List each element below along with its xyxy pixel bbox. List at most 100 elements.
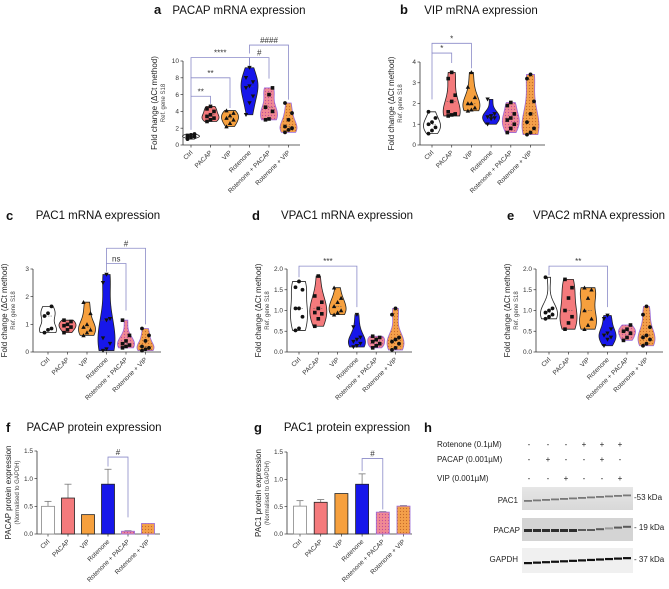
- x-tick-label: Rotenone + VIP: [254, 149, 292, 187]
- data-point: [446, 110, 450, 114]
- data-point: [231, 117, 236, 122]
- data-point: [297, 279, 301, 284]
- data-point: [124, 339, 128, 343]
- y-tick-label: 3: [25, 266, 29, 273]
- data-point: [566, 321, 571, 325]
- data-point: [147, 345, 151, 350]
- data-point: [390, 339, 394, 344]
- y-axis-sublabel: Ref. gene S18: [265, 291, 271, 330]
- data-point: [390, 348, 394, 352]
- blot-bands: [524, 494, 631, 565]
- data-point: [532, 99, 536, 104]
- data-point: [212, 109, 216, 114]
- x-tick-label: Rotenone + VIP: [612, 356, 650, 394]
- data-point: [42, 314, 47, 318]
- y-axis-sublabel: (Normalised to GAPDH): [15, 460, 21, 524]
- data-point: [377, 335, 382, 340]
- significance-bracket: [431, 52, 453, 100]
- x-tick-label: VIP: [78, 356, 90, 368]
- data-point: [525, 132, 529, 137]
- band-gapdh: [578, 559, 586, 562]
- data-point: [338, 308, 344, 313]
- y-tick-label: 1.0: [523, 308, 532, 315]
- significance-bracket: [106, 263, 127, 311]
- band-pac1: [533, 499, 541, 502]
- data-point: [247, 101, 252, 106]
- band-pac1: [614, 495, 622, 497]
- data-point: [550, 312, 555, 317]
- y-tick-label: 0.5: [523, 328, 532, 335]
- data-point: [358, 335, 363, 340]
- data-point: [290, 126, 294, 131]
- data-point: [316, 317, 321, 321]
- data-point: [601, 343, 607, 348]
- band-gapdh: [560, 560, 568, 563]
- y-axis-label: Fold change (ΔCt method): [150, 56, 159, 150]
- data-point: [446, 114, 450, 118]
- condition-sign: +: [582, 440, 587, 449]
- data-point: [140, 326, 144, 331]
- band-gapdh: [569, 559, 577, 562]
- significance-label: **: [575, 257, 581, 266]
- violin: [462, 71, 481, 112]
- y-tick-label: 1.5: [274, 287, 283, 294]
- chart-f: PACAP protein expression PACAP protein ex…: [4, 422, 162, 584]
- data-point: [293, 328, 298, 333]
- x-tick-label: Ctrl: [540, 356, 552, 368]
- band-gapdh: [542, 561, 550, 564]
- y-tick-label: 0: [412, 142, 416, 149]
- data-point: [49, 326, 54, 331]
- bar: [293, 505, 307, 535]
- data-point: [69, 325, 73, 329]
- data-point: [488, 117, 494, 122]
- x-tick-label: Ctrl: [291, 538, 303, 550]
- data-point: [469, 70, 474, 75]
- data-point: [605, 313, 610, 318]
- chart-title: VPAC1 mRNA expression: [281, 210, 413, 222]
- band-pacap: [551, 529, 559, 532]
- condition-sign: -: [583, 474, 586, 483]
- data-point: [608, 335, 614, 340]
- data-point: [582, 326, 587, 331]
- data-point: [247, 65, 252, 70]
- data-point: [397, 341, 401, 346]
- data-point: [212, 116, 216, 120]
- data-point: [563, 327, 567, 331]
- data-point: [247, 84, 252, 89]
- data-point: [426, 131, 431, 136]
- data-point: [354, 312, 360, 317]
- data-point: [582, 308, 587, 313]
- band-gapdh: [605, 557, 613, 561]
- data-point: [628, 331, 633, 336]
- data-point: [351, 325, 356, 330]
- data-point: [648, 337, 652, 342]
- band-pac1: [587, 496, 595, 499]
- data-point: [140, 348, 144, 353]
- data-point: [224, 108, 229, 113]
- data-point: [81, 324, 86, 329]
- bar: [334, 493, 349, 535]
- x-tick-label: VIP: [332, 538, 344, 550]
- data-point: [300, 287, 305, 292]
- data-point: [192, 132, 197, 136]
- chart-c: PAC1 mRNA expression Fold change (ΔCt met…: [0, 210, 161, 402]
- data-point: [120, 318, 125, 322]
- data-point: [453, 93, 457, 97]
- significance-bracket: [361, 458, 384, 510]
- blot-pacap-membrane: [522, 518, 633, 541]
- violin: [386, 308, 405, 351]
- data-point: [286, 117, 291, 122]
- panel-letter-h: h: [424, 420, 432, 435]
- y-axis-label: Fold change (ΔCt method): [503, 263, 512, 357]
- data-point: [104, 272, 109, 277]
- data-point: [628, 323, 633, 327]
- significance-label: *: [440, 44, 443, 53]
- data-point: [601, 317, 607, 321]
- data-point: [250, 80, 256, 85]
- panel-letter-e: e: [507, 208, 514, 223]
- data-point: [331, 304, 337, 309]
- bar: [41, 505, 55, 535]
- panel-letter-a: a: [154, 2, 162, 17]
- bar: [141, 523, 155, 535]
- band-gapdh: [551, 560, 559, 563]
